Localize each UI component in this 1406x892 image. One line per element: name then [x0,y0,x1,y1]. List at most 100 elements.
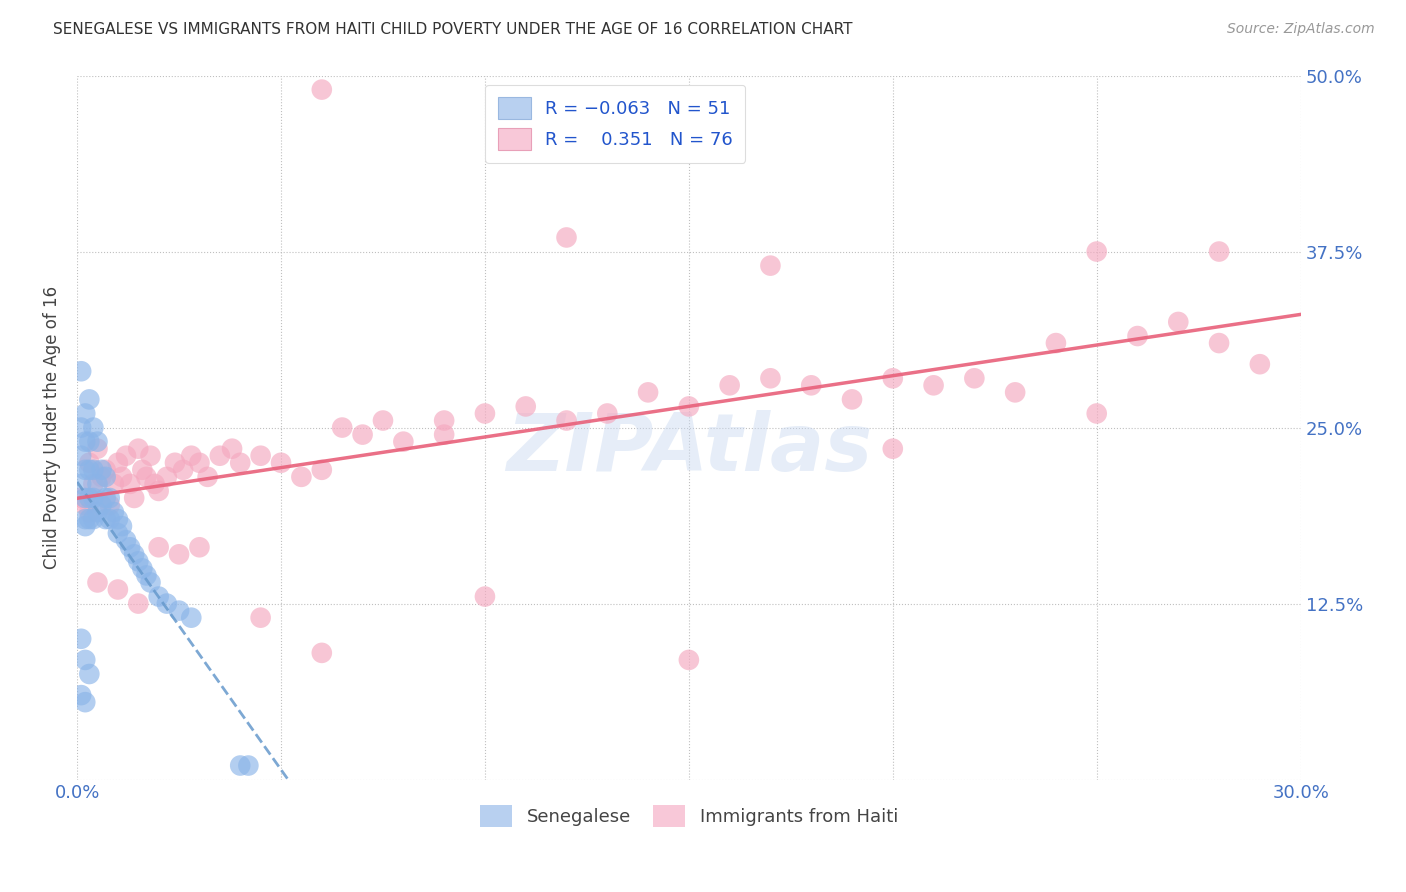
Point [555,230,578,244]
Point [94,463,117,477]
Point [111,470,134,484]
Point [1085,407,1108,421]
Point [139,449,162,463]
Point [1126,329,1149,343]
Point [167,604,190,618]
Point [229,758,252,772]
Point [79,512,101,526]
Point [841,392,863,407]
Point [718,378,741,392]
Point [82,420,104,434]
Point [70,449,93,463]
Text: ZIPAtlas: ZIPAtlas [506,409,872,488]
Point [79,491,101,505]
Point [94,470,117,484]
Point [188,541,211,555]
Point [596,407,619,421]
Point [180,610,202,624]
Point [759,371,782,385]
Point [86,442,108,456]
Point [800,378,823,392]
Point [371,413,394,427]
Point [474,407,496,421]
Point [188,456,211,470]
Point [79,392,101,407]
Point [127,442,149,456]
Point [433,413,456,427]
Point [1085,244,1108,259]
Point [156,597,179,611]
Point [79,667,101,681]
Point [75,434,97,449]
Point [120,476,142,491]
Point [148,541,170,555]
Point [75,519,97,533]
Point [208,449,231,463]
Point [311,463,333,477]
Point [82,512,104,526]
Point [94,491,117,505]
Point [79,434,101,449]
Point [270,456,292,470]
Point [82,491,104,505]
Point [127,554,149,568]
Point [290,470,312,484]
Point [70,476,93,491]
Point [139,575,162,590]
Point [75,653,97,667]
Point [678,653,700,667]
Point [107,526,129,541]
Point [107,512,129,526]
Point [156,470,179,484]
Point [963,371,986,385]
Point [135,568,157,582]
Point [98,512,121,526]
Point [86,476,108,491]
Point [229,456,252,470]
Point [75,407,97,421]
Point [163,456,186,470]
Y-axis label: Child Poverty Under the Age of 16: Child Poverty Under the Age of 16 [44,286,60,569]
Point [311,82,333,96]
Point [75,498,97,512]
Point [70,632,93,646]
Point [1045,336,1067,351]
Point [221,442,243,456]
Point [127,597,149,611]
Point [172,463,194,477]
Point [131,463,153,477]
Point [90,463,112,477]
Point [122,547,145,561]
Point [555,413,578,427]
Point [79,463,101,477]
Point [86,434,108,449]
Point [86,505,108,519]
Point [1208,244,1230,259]
Point [882,371,904,385]
Point [131,561,153,575]
Point [249,610,271,624]
Point [249,449,271,463]
Point [103,476,125,491]
Point [1208,336,1230,351]
Point [115,533,138,548]
Point [107,582,129,597]
Point [94,512,117,526]
Point [90,498,112,512]
Point [759,259,782,273]
Point [82,463,104,477]
Point [120,541,142,555]
Point [103,505,125,519]
Point [197,470,219,484]
Point [111,519,134,533]
Point [922,378,945,392]
Point [75,512,97,526]
Point [70,364,93,378]
Point [115,449,138,463]
Point [433,427,456,442]
Point [70,688,93,702]
Point [79,505,101,519]
Point [392,434,415,449]
Legend: Senegalese, Immigrants from Haiti: Senegalese, Immigrants from Haiti [472,797,905,834]
Point [352,427,374,442]
